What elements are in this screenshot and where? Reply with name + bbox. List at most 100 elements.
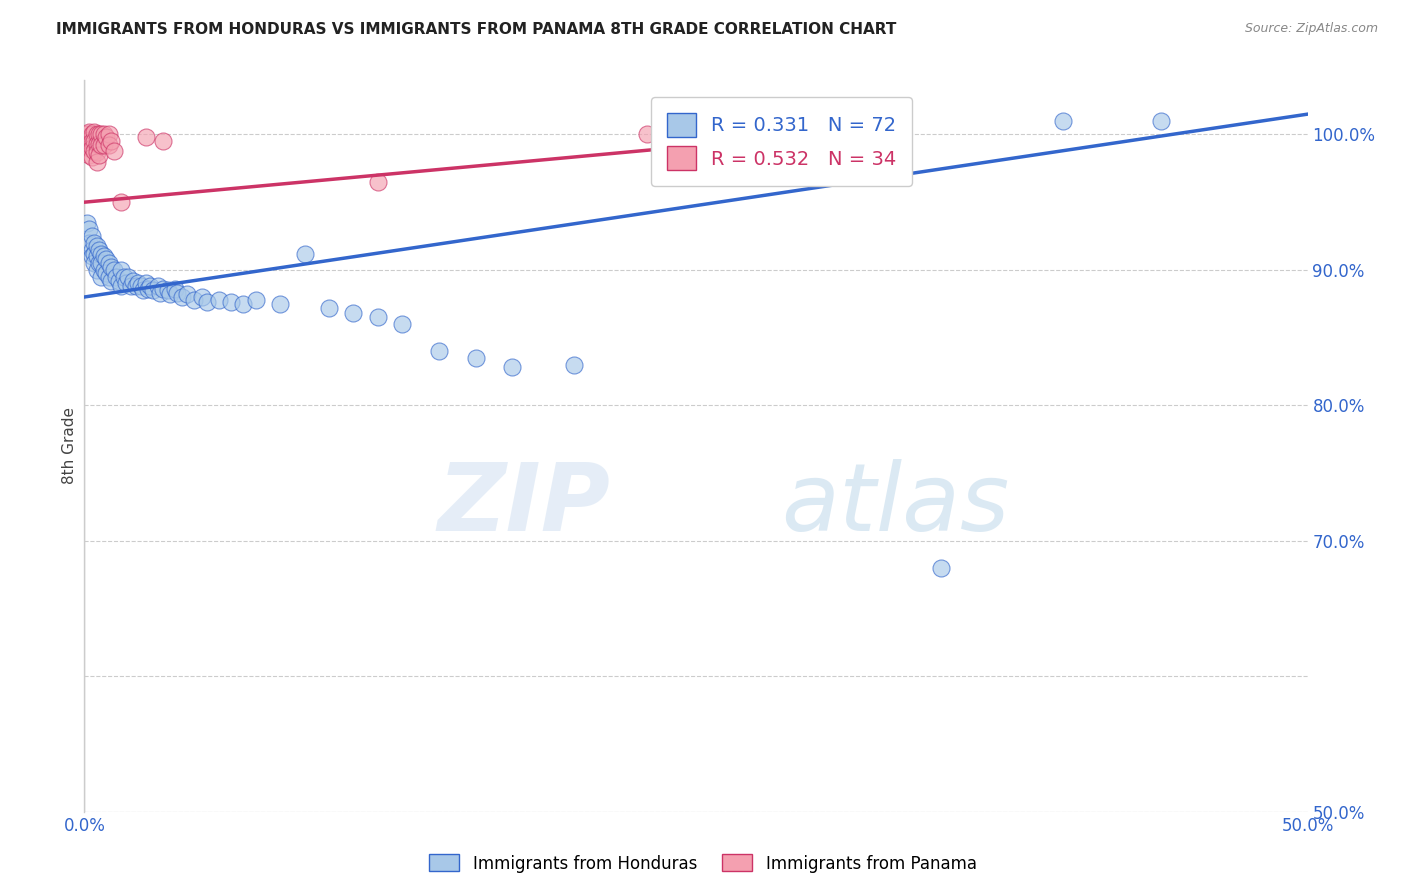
Point — [269, 297, 291, 311]
Point — [103, 144, 125, 158]
Point — [90, 138, 112, 153]
Point — [80, 243, 103, 257]
Point — [87, 128, 110, 142]
Point — [80, 249, 103, 263]
Point — [77, 148, 100, 162]
Point — [80, 134, 103, 148]
Point — [97, 269, 120, 284]
Point — [135, 130, 157, 145]
Point — [77, 222, 100, 236]
Point — [90, 246, 112, 260]
Point — [86, 128, 108, 142]
Point — [86, 263, 108, 277]
Point — [156, 283, 179, 297]
Point — [136, 282, 159, 296]
Point — [195, 295, 218, 310]
Point — [219, 295, 242, 310]
Legend: Immigrants from Honduras, Immigrants from Panama: Immigrants from Honduras, Immigrants fro… — [423, 847, 983, 880]
Point — [80, 141, 103, 155]
Point — [103, 263, 125, 277]
Point — [100, 260, 122, 275]
Point — [86, 145, 108, 159]
Point — [77, 133, 100, 147]
Text: IMMIGRANTS FROM HONDURAS VS IMMIGRANTS FROM PANAMA 8TH GRADE CORRELATION CHART: IMMIGRANTS FROM HONDURAS VS IMMIGRANTS F… — [56, 22, 897, 37]
Point — [110, 263, 132, 277]
Point — [163, 282, 186, 296]
Point — [90, 256, 112, 270]
Point — [93, 263, 115, 277]
Point — [97, 256, 120, 270]
Point — [93, 128, 115, 142]
Point — [77, 235, 100, 250]
Point — [87, 243, 110, 257]
Point — [208, 293, 231, 307]
Point — [391, 317, 413, 331]
Point — [502, 360, 524, 375]
Point — [135, 277, 157, 291]
Point — [318, 301, 340, 315]
Point — [83, 235, 105, 250]
Point — [87, 136, 110, 151]
Point — [80, 151, 103, 165]
Point — [112, 269, 135, 284]
Point — [90, 269, 112, 284]
Point — [83, 246, 105, 260]
Text: Source: ZipAtlas.com: Source: ZipAtlas.com — [1244, 22, 1378, 36]
Point — [76, 128, 98, 142]
Point — [110, 279, 132, 293]
Y-axis label: 8th Grade: 8th Grade — [62, 408, 77, 484]
Point — [159, 287, 181, 301]
Point — [115, 277, 138, 291]
Point — [87, 256, 110, 270]
Point — [152, 282, 174, 296]
Text: ZIP: ZIP — [437, 458, 610, 550]
Point — [166, 285, 188, 300]
Point — [176, 287, 198, 301]
Point — [117, 269, 139, 284]
Point — [146, 279, 169, 293]
Point — [1052, 114, 1074, 128]
Point — [86, 249, 108, 263]
Point — [152, 134, 174, 148]
Point — [427, 344, 450, 359]
Point — [76, 215, 98, 229]
Point — [342, 306, 364, 320]
Point — [90, 128, 112, 142]
Point — [929, 561, 952, 575]
Point — [96, 252, 118, 266]
Point — [80, 229, 103, 244]
Point — [367, 175, 389, 189]
Point — [149, 285, 172, 300]
Point — [107, 274, 129, 288]
Point — [120, 279, 142, 293]
Point — [294, 246, 316, 260]
Point — [139, 279, 162, 293]
Point — [76, 138, 98, 153]
Point — [83, 256, 105, 270]
Point — [142, 283, 165, 297]
Point — [83, 134, 105, 148]
Point — [97, 128, 120, 142]
Point — [83, 125, 105, 139]
Point — [105, 269, 128, 284]
Point — [86, 238, 108, 252]
Point — [127, 277, 149, 291]
Point — [110, 195, 132, 210]
Point — [93, 138, 115, 153]
Point — [125, 279, 148, 293]
Point — [93, 249, 115, 263]
Point — [100, 134, 122, 148]
Point — [80, 128, 103, 142]
Point — [636, 128, 658, 142]
Point — [77, 125, 100, 139]
Point — [232, 297, 254, 311]
Point — [100, 274, 122, 288]
Point — [96, 130, 118, 145]
Point — [464, 351, 486, 365]
Point — [97, 138, 120, 153]
Point — [1150, 114, 1173, 128]
Point — [77, 141, 100, 155]
Point — [86, 136, 108, 151]
Point — [86, 154, 108, 169]
Point — [96, 266, 118, 280]
